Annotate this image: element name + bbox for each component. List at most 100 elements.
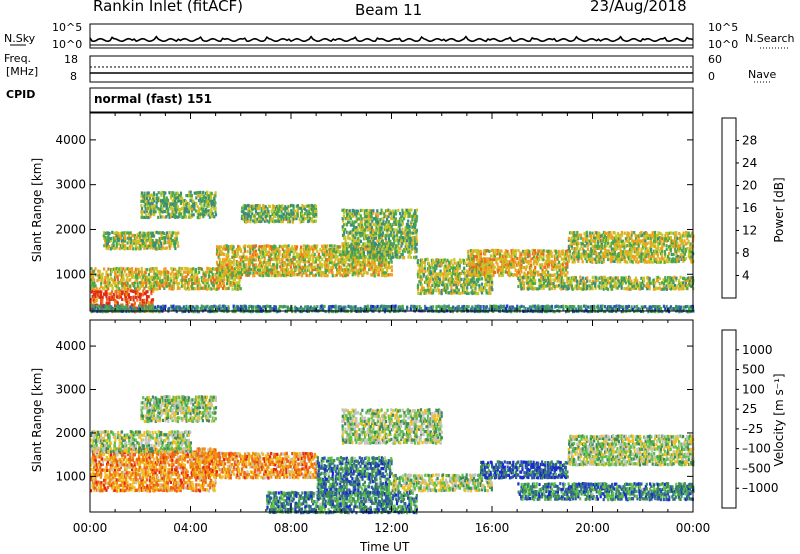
power-cell xyxy=(150,231,153,235)
power-cell xyxy=(412,231,415,235)
power-cell xyxy=(241,260,244,264)
power-cell xyxy=(212,286,216,290)
power-cell xyxy=(214,287,217,291)
power-cell xyxy=(300,245,303,249)
power-cell xyxy=(193,201,196,205)
power-cell xyxy=(200,204,203,208)
power-cell xyxy=(370,263,373,267)
power-cell xyxy=(467,282,470,287)
power-cell xyxy=(390,273,393,277)
power-cell xyxy=(567,257,570,261)
power-cell xyxy=(352,222,355,226)
power-cell xyxy=(157,239,160,243)
power-cell xyxy=(385,266,389,270)
power-cell xyxy=(376,253,379,257)
power-cell xyxy=(451,278,454,282)
power-cell xyxy=(307,259,310,264)
power-cell xyxy=(142,304,145,308)
power-cell xyxy=(432,260,435,264)
power-cell xyxy=(389,209,392,213)
power-cell xyxy=(214,191,217,195)
power-cell xyxy=(450,275,453,279)
power-cell xyxy=(292,210,295,214)
power-cell xyxy=(394,212,398,216)
power-cell xyxy=(225,255,228,259)
power-cell xyxy=(344,227,347,232)
power-cell xyxy=(162,270,166,274)
power-cell xyxy=(442,280,445,284)
power-cell xyxy=(196,283,199,287)
power-cell xyxy=(344,271,347,275)
power-cell xyxy=(305,273,308,277)
power-cell xyxy=(157,207,160,211)
power-cell xyxy=(475,291,478,296)
power-cell xyxy=(289,270,293,274)
power-cell xyxy=(384,247,387,251)
power-cell xyxy=(299,250,302,254)
power-cell xyxy=(331,247,334,251)
power-cell xyxy=(411,244,414,248)
power-cell xyxy=(207,267,210,271)
power-cell xyxy=(421,266,424,270)
power-cell xyxy=(422,286,425,290)
power-cell xyxy=(192,202,195,206)
power-cell xyxy=(155,230,159,234)
power-cell xyxy=(356,209,359,213)
power-cell xyxy=(291,215,294,219)
power-cell xyxy=(167,241,170,245)
power-cell xyxy=(434,274,438,278)
power-cell xyxy=(415,217,418,222)
power-cell xyxy=(146,191,149,195)
power-cell xyxy=(390,269,393,273)
power-cell xyxy=(164,272,167,276)
power-cell xyxy=(232,267,235,272)
power-cell xyxy=(369,211,372,215)
power-cell xyxy=(355,209,358,213)
power-cell xyxy=(412,236,415,240)
power-cell xyxy=(216,247,219,251)
power-cell xyxy=(371,260,374,265)
power-cell xyxy=(298,265,301,269)
power-cell xyxy=(312,247,315,251)
power-cell xyxy=(118,273,121,277)
power-cell xyxy=(377,233,380,238)
power-cell xyxy=(341,217,344,221)
power-cell xyxy=(301,268,304,272)
power-cell xyxy=(320,249,324,253)
power-cell xyxy=(147,191,150,195)
power-cell xyxy=(418,275,421,279)
power-cell xyxy=(164,270,167,274)
power-cell xyxy=(199,283,202,287)
power-cell xyxy=(369,256,372,260)
power-cell xyxy=(190,267,194,271)
power-cell xyxy=(377,262,380,266)
power-cell xyxy=(298,206,301,210)
power-cell xyxy=(130,275,133,279)
power-cell xyxy=(323,244,326,248)
power-cell xyxy=(302,255,305,259)
power-cell xyxy=(411,247,414,251)
power-cell xyxy=(444,270,447,274)
power-cell xyxy=(100,273,103,277)
power-cell xyxy=(231,280,234,284)
power-cell xyxy=(257,248,261,252)
power-cell xyxy=(228,276,232,280)
power-cell xyxy=(151,198,154,203)
power-cell xyxy=(351,250,354,254)
power-cell xyxy=(401,241,404,246)
power-cell xyxy=(428,263,431,267)
power-cell xyxy=(151,246,154,250)
power-cell xyxy=(346,255,350,259)
power-cell xyxy=(380,273,383,277)
power-cell xyxy=(380,236,383,240)
power-cell xyxy=(141,233,144,237)
power-cell xyxy=(176,241,179,245)
power-cell xyxy=(273,255,276,259)
power-cell xyxy=(453,280,456,284)
power-cell xyxy=(301,274,304,278)
power-cell xyxy=(312,257,315,262)
power-cell xyxy=(192,282,195,286)
power-cell xyxy=(458,264,461,268)
power-cell xyxy=(187,267,190,271)
power-cell xyxy=(450,271,453,275)
